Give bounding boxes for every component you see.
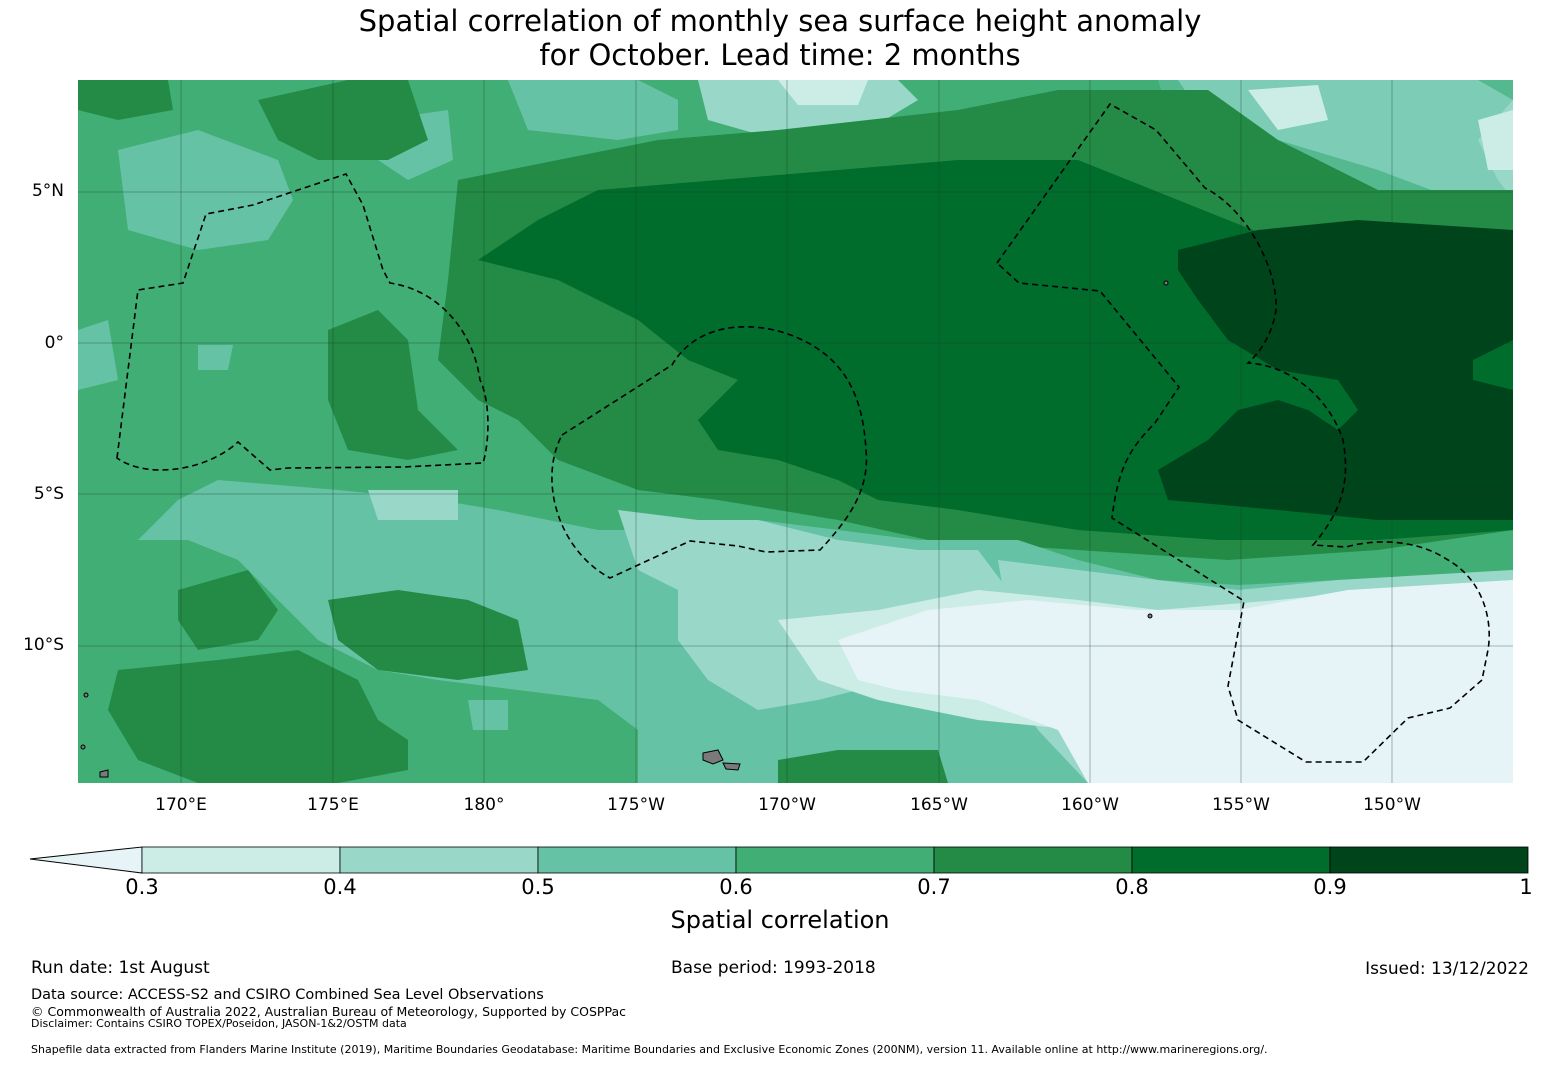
- run-date: Run date: 1st August: [31, 958, 210, 978]
- shapefile-credit: Shapefile data extracted from Flanders M…: [31, 1043, 1268, 1056]
- lon-label-150w: 150°W: [1363, 795, 1421, 815]
- colorbar-extend-arrow: [29, 846, 143, 874]
- correlation-map: [78, 80, 1513, 783]
- colorbar-segment-4: [735, 846, 935, 874]
- colorbar-tick-1: 1: [1519, 875, 1533, 899]
- issued-date: Issued: 13/12/2022: [1365, 959, 1529, 979]
- colorbar-tick-0.6: 0.6: [719, 875, 753, 899]
- colorbar-segment-7: [1329, 846, 1529, 874]
- lon-label-170e: 170°E: [155, 795, 207, 815]
- title-line-2: for October. Lead time: 2 months: [539, 38, 1021, 72]
- eez-boundary-central: [551, 325, 868, 579]
- lon-label-175w: 175°W: [607, 795, 665, 815]
- colorbar-segment-3: [537, 846, 737, 874]
- lon-label-155w: 155°W: [1212, 795, 1270, 815]
- title-line-1: Spatial correlation of monthly sea surfa…: [358, 4, 1202, 38]
- colorbar-tick-0.7: 0.7: [917, 875, 951, 899]
- lat-label-0: 0°: [44, 333, 64, 353]
- eez-boundary-east: [995, 102, 1490, 763]
- colorbar-segment-6: [1131, 846, 1331, 874]
- lon-label-165w: 165°W: [910, 795, 968, 815]
- copyright-notice: © Commonwealth of Australia 2022, Austra…: [31, 1004, 626, 1019]
- map-shading: [78, 80, 1513, 783]
- lon-label-170w: 170°W: [758, 795, 816, 815]
- lat-label-5n: 5°N: [31, 181, 64, 201]
- eez-boundary-west: [116, 173, 489, 471]
- gridlines: [78, 80, 1513, 783]
- figure-title: Spatial correlation of monthly sea surfa…: [0, 4, 1560, 72]
- lon-label-180: 180°: [463, 795, 505, 815]
- colorbar-label: Spatial correlation: [670, 906, 890, 934]
- colorbar-segment-1: [141, 846, 341, 874]
- colorbar-tick-0.8: 0.8: [1115, 875, 1149, 899]
- colorbar-segment-5: [933, 846, 1133, 874]
- data-source: Data source: ACCESS-S2 and CSIRO Combine…: [31, 987, 544, 1003]
- islands: [80, 280, 1169, 778]
- lon-label-160w: 160°W: [1061, 795, 1119, 815]
- base-period: Base period: 1993-2018: [671, 958, 876, 978]
- colorbar-tick-0.3: 0.3: [125, 875, 159, 899]
- lon-label-175e: 175°E: [307, 795, 359, 815]
- colorbar-tick-0.5: 0.5: [521, 875, 555, 899]
- disclaimer: Disclaimer: Contains CSIRO TOPEX/Poseido…: [31, 1017, 407, 1030]
- colorbar-tick-0.4: 0.4: [323, 875, 357, 899]
- colorbar: [29, 846, 1529, 874]
- colorbar-segment-2: [339, 846, 539, 874]
- lat-label-10s: 10°S: [23, 635, 64, 655]
- colorbar-tick-0.9: 0.9: [1313, 875, 1347, 899]
- eez-boundaries: [116, 102, 1490, 763]
- lat-label-5s: 5°S: [33, 484, 64, 504]
